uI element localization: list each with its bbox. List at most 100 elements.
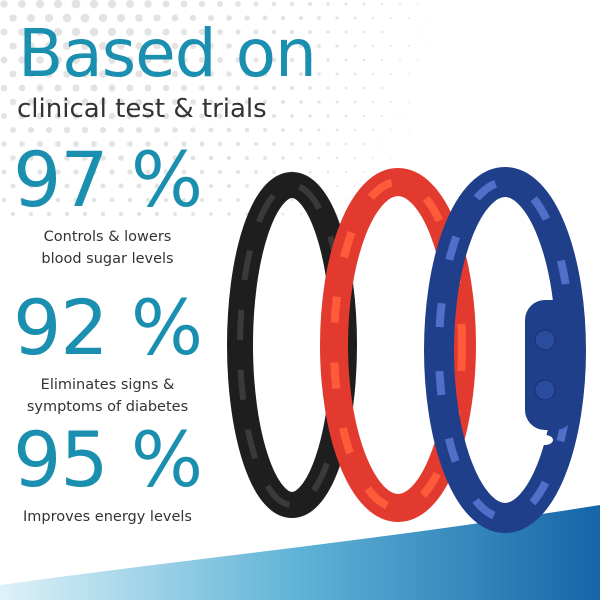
- halftone-dot: [117, 42, 125, 50]
- halftone-dot: [317, 44, 321, 48]
- halftone-dot: [217, 113, 223, 119]
- halftone-dot: [336, 213, 338, 215]
- stat-diabetes-symptoms: 92 % Eliminates signs & symptoms of diab…: [0, 288, 215, 418]
- halftone-dot: [162, 28, 170, 36]
- halftone-dot: [144, 112, 152, 120]
- halftone-dot: [253, 113, 259, 119]
- halftone-dot: [45, 42, 53, 50]
- halftone-dot: [353, 100, 357, 104]
- halftone-dot: [100, 183, 106, 189]
- halftone-dot: [162, 84, 170, 92]
- halftone-dot: [217, 85, 223, 91]
- halftone-dot: [81, 126, 89, 134]
- halftone-dot: [344, 2, 348, 6]
- halftone-dot: [344, 86, 348, 90]
- halftone-dot: [399, 115, 401, 117]
- halftone-dot: [153, 70, 161, 78]
- halftone-dot: [344, 170, 348, 174]
- halftone-dot: [80, 41, 90, 51]
- halftone-dot: [18, 84, 26, 92]
- halftone-dot: [235, 57, 241, 63]
- halftone-dot: [271, 29, 277, 35]
- halftone-dot: [271, 85, 277, 91]
- halftone-dot: [10, 127, 16, 133]
- halftone-dot: [144, 28, 152, 36]
- halftone-dot: [245, 184, 249, 188]
- halftone-dot: [99, 126, 107, 134]
- halftone-dot: [235, 85, 241, 91]
- halftone-dot: [235, 141, 241, 147]
- halftone-dot: [371, 100, 375, 104]
- halftone-dot: [18, 112, 26, 120]
- halftone-dot: [10, 183, 16, 189]
- halftone-dot: [380, 86, 384, 90]
- halftone-dot: [162, 0, 170, 8]
- halftone-dot: [353, 156, 357, 160]
- halftone-dot: [190, 155, 196, 161]
- halftone-dot: [118, 155, 124, 161]
- halftone-dot: [72, 56, 80, 64]
- halftone-dot: [317, 16, 321, 20]
- halftone-dot: [107, 27, 117, 37]
- halftone-dot: [19, 169, 25, 175]
- halftone-dot: [190, 99, 196, 105]
- halftone-dot: [280, 71, 286, 77]
- halftone-dot: [181, 141, 187, 147]
- halftone-dot: [198, 56, 206, 64]
- halftone-dot: [136, 155, 142, 161]
- halftone-dot: [236, 170, 240, 174]
- halftone-dot: [380, 2, 384, 6]
- halftone-dot: [181, 169, 187, 175]
- halftone-dot: [64, 155, 70, 161]
- halftone-dot: [72, 84, 80, 92]
- halftone-dot: [153, 42, 161, 50]
- stat-caption: Improves energy levels: [0, 506, 215, 528]
- halftone-dot: [335, 16, 339, 20]
- halftone-dot: [253, 57, 259, 63]
- halftone-dot: [326, 142, 330, 146]
- halftone-dot: [236, 198, 240, 202]
- halftone-dot: [135, 126, 143, 134]
- halftone-dot: [218, 198, 222, 202]
- halftone-dot: [408, 129, 410, 131]
- halftone-dot: [208, 71, 214, 77]
- halftone-dot: [217, 141, 223, 147]
- halftone-dot: [9, 70, 17, 78]
- halftone-dot: [244, 99, 250, 105]
- halftone-dot: [19, 141, 25, 147]
- halftone-dot: [27, 126, 35, 134]
- halftone-dot: [253, 1, 259, 7]
- halftone-dot: [46, 155, 52, 161]
- halftone-dot: [80, 13, 90, 23]
- halftone-dot: [262, 43, 268, 49]
- halftone-dot: [36, 28, 44, 36]
- halftone-dot: [36, 56, 44, 64]
- halftone-dot: [144, 56, 152, 64]
- halftone-dot: [199, 113, 205, 119]
- halftone-dot: [55, 141, 61, 147]
- halftone-dot: [189, 42, 197, 50]
- halftone-dot: [135, 70, 143, 78]
- red-bracelet: [320, 168, 476, 522]
- halftone-dot: [108, 56, 116, 64]
- halftone-dot: [37, 169, 43, 175]
- halftone-dot: [344, 30, 348, 34]
- halftone-dot: [1, 169, 7, 175]
- halftone-dot: [36, 112, 44, 120]
- halftone-dot: [326, 30, 330, 34]
- halftone-dot: [226, 99, 232, 105]
- halftone-dot: [53, 0, 63, 9]
- halftone-dot: [417, 31, 419, 33]
- halftone-dot: [417, 87, 419, 89]
- halftone-dot: [244, 155, 250, 161]
- halftone-dot: [208, 127, 214, 133]
- halftone-dot: [9, 98, 17, 106]
- halftone-dot: [399, 59, 401, 61]
- halftone-dot: [408, 17, 410, 19]
- halftone-dot: [281, 212, 285, 216]
- headline: Based on: [18, 15, 317, 92]
- halftone-dot: [82, 183, 88, 189]
- halftone-dot: [326, 58, 330, 62]
- halftone-dot: [209, 212, 213, 216]
